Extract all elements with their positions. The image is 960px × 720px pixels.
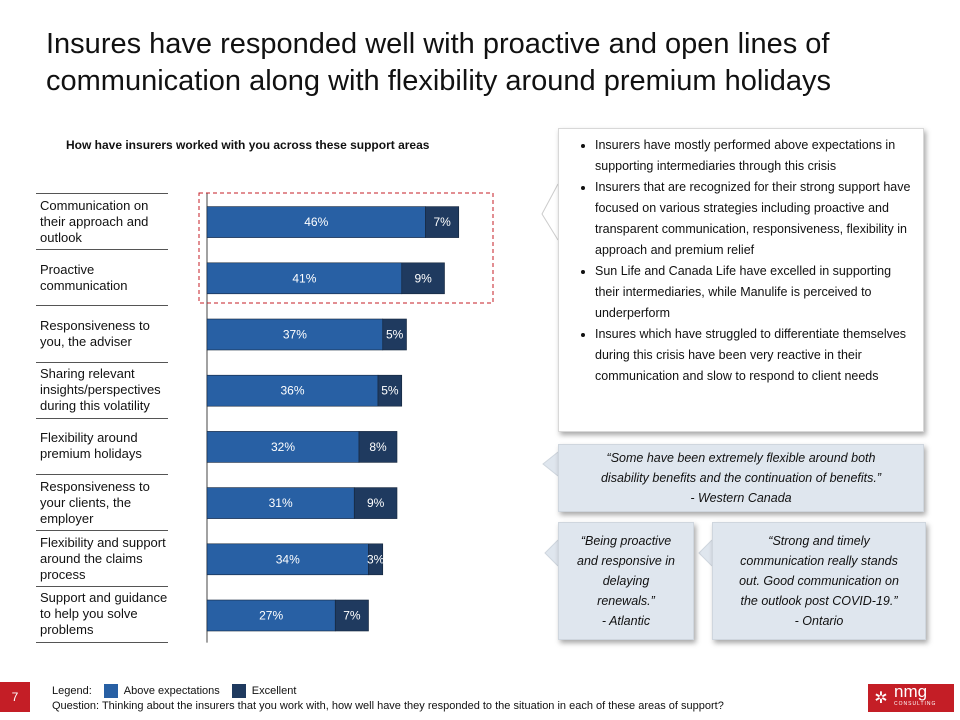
highlight-box <box>198 192 494 304</box>
page-title: Insures have responded well with proacti… <box>46 28 831 97</box>
category-label: Support and guidance to help you solve p… <box>36 586 168 643</box>
logo-mark-icon: ✲ <box>874 690 888 707</box>
quote-source: - Atlantic <box>601 614 651 628</box>
logo-subtext: CONSULTING <box>894 701 937 707</box>
data-label: 37% <box>283 328 307 342</box>
category-label: Communication on their approach and outl… <box>36 193 168 249</box>
bar-above-expectations <box>206 374 379 407</box>
quote-source: - Western Canada <box>690 491 792 505</box>
data-label: 32% <box>271 440 295 454</box>
legend-swatch-above <box>103 684 118 698</box>
quote-text: “Being proactive and responsive in delay… <box>577 534 675 608</box>
survey-question: Question: Thinking about the insurers th… <box>52 700 724 712</box>
bar-excellent <box>353 487 398 519</box>
quote-pointer <box>698 539 713 567</box>
category-label: Flexibility around premium holidays <box>36 417 168 474</box>
legend-swatch-excellent <box>231 684 246 698</box>
data-label: 27% <box>259 609 283 623</box>
quote-pointer <box>542 451 559 477</box>
data-label: 41% <box>292 271 316 285</box>
data-label: 31% <box>269 496 293 510</box>
legend-item-above: Above expectations <box>123 685 220 697</box>
legend: Legend: Above expectations Excellent <box>52 684 296 698</box>
quote-ontario: “Strong and timely communication really … <box>712 522 926 640</box>
bar-excellent <box>334 599 369 632</box>
insight-bullet: Sun Life and Canada Life have excelled i… <box>595 261 913 324</box>
data-label: 8% <box>369 440 387 454</box>
data-label: 36% <box>280 384 304 398</box>
quote-source: - Ontario <box>794 614 844 628</box>
data-label: 9% <box>414 271 432 285</box>
insights-callout-pointer <box>541 183 559 241</box>
category-label: Sharing relevant insights/perspectives d… <box>36 361 168 418</box>
data-label: 7% <box>433 215 451 229</box>
logo-text: nmg <box>894 682 928 701</box>
bar-above-expectations <box>206 431 360 463</box>
bar-above-expectations <box>206 599 336 632</box>
legend-label: Legend: <box>52 685 92 697</box>
bar-above-expectations <box>206 206 426 238</box>
category-label: Flexibility and support around the claim… <box>36 530 168 586</box>
page-number: 7 <box>0 682 30 712</box>
category-label: Proactive communication <box>36 249 168 305</box>
chart-title: How have insurers worked with you across… <box>66 138 430 152</box>
bar-excellent <box>377 374 403 407</box>
bar-excellent <box>401 262 445 295</box>
bar-excellent <box>368 543 384 576</box>
quote-atlantic: “Being proactive and responsive in delay… <box>558 522 694 640</box>
data-label: 46% <box>304 215 328 229</box>
bar-above-expectations <box>206 262 403 295</box>
legend-item-excellent: Excellent <box>251 685 297 697</box>
bar-excellent <box>358 431 398 463</box>
category-label: Responsiveness to your clients, the empl… <box>36 474 168 530</box>
bar-above-expectations <box>206 487 355 519</box>
data-label: 34% <box>276 552 300 566</box>
quote-text: “Strong and timely communication really … <box>739 534 899 608</box>
bar-excellent <box>425 206 460 238</box>
data-label: 3% <box>367 552 385 566</box>
data-label: 5% <box>381 384 399 398</box>
insight-bullet: Insurers have mostly performed above exp… <box>595 135 913 177</box>
bar-excellent <box>382 318 407 351</box>
bar-above-expectations <box>206 318 384 351</box>
data-label: 5% <box>386 328 404 342</box>
quote-text: “Some have been extremely flexible aroun… <box>600 451 882 485</box>
insight-bullet: Insurers that are recognized for their s… <box>595 177 913 261</box>
quote-pointer <box>544 539 559 567</box>
quote-western-canada: “Some have been extremely flexible aroun… <box>558 444 924 512</box>
data-label: 7% <box>343 609 361 623</box>
data-label: 9% <box>367 496 385 510</box>
insight-bullet: Insures which have struggled to differen… <box>595 324 913 387</box>
category-label: Responsiveness to you, the adviser <box>36 305 168 361</box>
nmg-logo: ✲ nmg CONSULTING <box>868 682 954 712</box>
insights-panel: Insurers have mostly performed above exp… <box>558 128 924 432</box>
